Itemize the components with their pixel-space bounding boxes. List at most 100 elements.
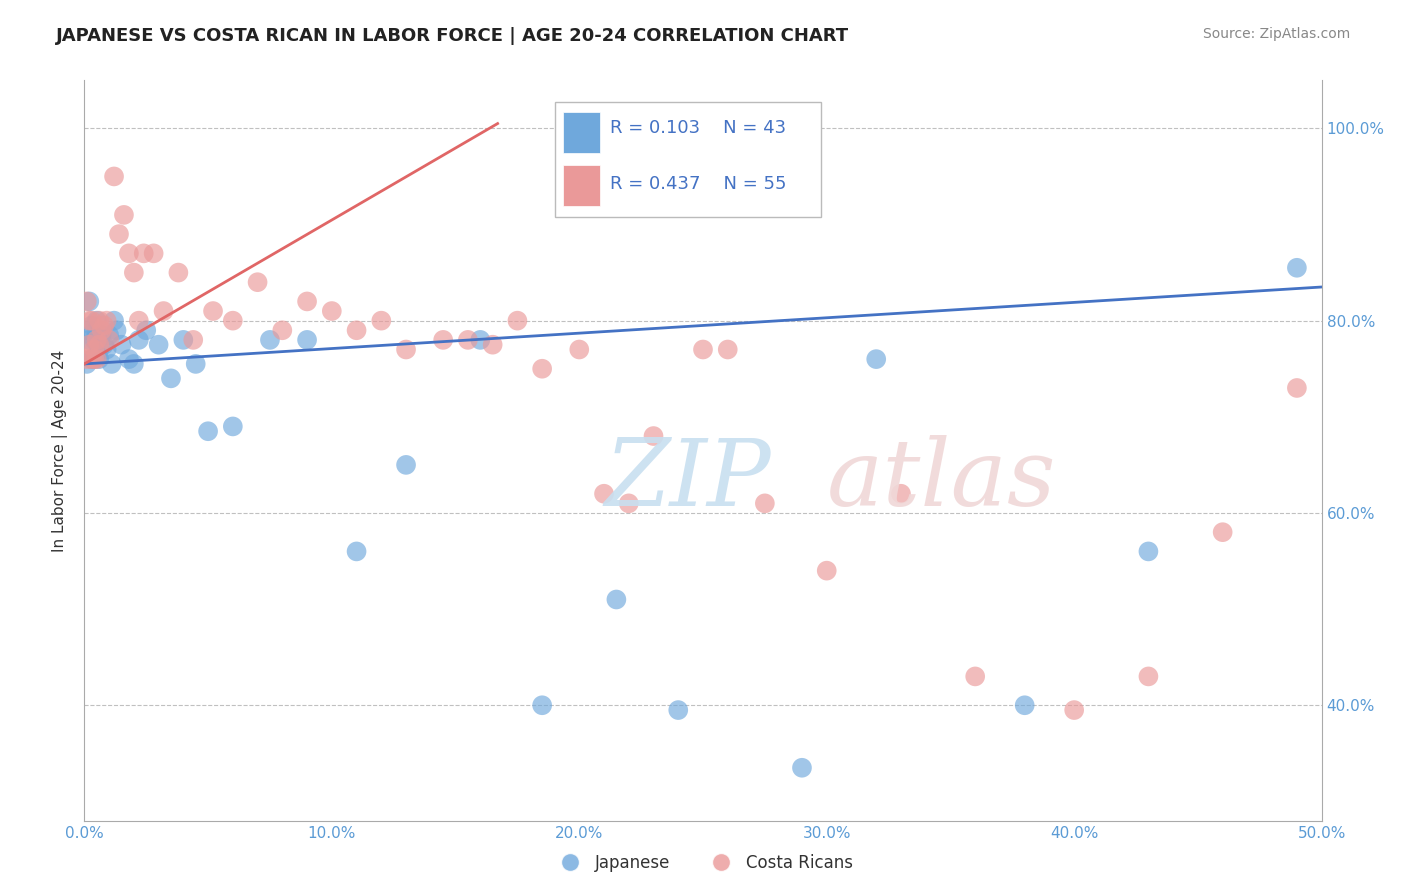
Point (181, 333, 204, 347)
Point (295, 294, 318, 309)
Point (568, 343, 591, 357)
Point (754, 496, 776, 510)
Point (79, 313, 101, 327)
Point (790, 761, 813, 775)
Point (80, 352, 103, 367)
Point (132, 246, 155, 260)
Point (93, 337, 115, 351)
Point (184, 357, 207, 371)
Point (89, 337, 111, 351)
Point (89, 352, 111, 367)
Point (1014, 698, 1036, 713)
Point (506, 313, 529, 327)
Point (1285, 260, 1308, 275)
Point (79, 337, 101, 351)
Point (135, 323, 157, 337)
Point (122, 357, 145, 371)
Point (605, 592, 627, 607)
Text: Source: ZipAtlas.com: Source: ZipAtlas.com (1202, 27, 1350, 41)
Point (83, 343, 105, 357)
Point (222, 419, 245, 434)
Y-axis label: In Labor Force | Age 20-24: In Labor Force | Age 20-24 (52, 350, 69, 551)
Text: R = 0.437    N = 55: R = 0.437 N = 55 (610, 175, 787, 193)
Point (1212, 525, 1234, 540)
Point (1137, 544, 1160, 558)
Point (110, 337, 132, 351)
Point (93, 318, 115, 333)
Point (246, 275, 269, 289)
Point (80, 318, 103, 333)
Point (103, 313, 125, 327)
Point (815, 564, 838, 578)
Point (531, 698, 554, 713)
Point (197, 424, 219, 438)
Point (89, 343, 111, 357)
Point (103, 169, 125, 184)
Point (79, 294, 101, 309)
Point (128, 333, 150, 347)
Point (108, 227, 131, 241)
Point (80, 352, 103, 367)
Point (83, 333, 105, 347)
Point (128, 313, 150, 327)
Point (666, 703, 689, 717)
Point (346, 544, 368, 558)
Point (96, 313, 118, 327)
FancyBboxPatch shape (564, 112, 600, 153)
Point (432, 333, 454, 347)
Point (118, 352, 141, 367)
Point (76, 323, 98, 337)
Point (96, 343, 118, 357)
Point (90, 328, 112, 343)
Point (98, 328, 121, 343)
Point (105, 323, 128, 337)
FancyBboxPatch shape (564, 165, 600, 206)
Point (86, 313, 108, 327)
Point (717, 343, 740, 357)
Point (890, 487, 912, 501)
Point (1285, 381, 1308, 395)
Point (80, 313, 103, 327)
Point (346, 323, 368, 337)
Point (76, 352, 98, 367)
Point (148, 337, 170, 351)
Point (593, 487, 616, 501)
Point (271, 323, 294, 337)
Point (86, 352, 108, 367)
Point (481, 337, 503, 351)
Point (76, 357, 98, 371)
Point (643, 429, 665, 443)
Point (1063, 703, 1085, 717)
Point (160, 371, 183, 385)
Point (222, 313, 245, 327)
Point (617, 496, 640, 510)
Text: atlas: atlas (827, 435, 1056, 525)
Point (692, 343, 714, 357)
Text: R = 0.103    N = 43: R = 0.103 N = 43 (610, 120, 786, 137)
Point (98, 333, 121, 347)
Point (470, 333, 492, 347)
Point (89, 313, 111, 327)
Point (865, 352, 887, 367)
Point (112, 208, 135, 222)
Point (172, 333, 194, 347)
Point (76, 294, 98, 309)
FancyBboxPatch shape (554, 103, 821, 218)
Point (152, 304, 174, 318)
Point (83, 352, 105, 367)
Text: JAPANESE VS COSTA RICAN IN LABOR FORCE | AGE 20-24 CORRELATION CHART: JAPANESE VS COSTA RICAN IN LABOR FORCE |… (56, 27, 849, 45)
Point (86, 323, 108, 337)
Point (395, 343, 418, 357)
Legend: Japanese, Costa Ricans: Japanese, Costa Ricans (547, 847, 859, 879)
Text: ZIP: ZIP (605, 435, 770, 525)
Point (370, 313, 392, 327)
Point (259, 333, 281, 347)
Point (100, 357, 122, 371)
Point (167, 266, 190, 280)
Point (79, 333, 101, 347)
Point (531, 361, 554, 376)
Point (965, 669, 987, 683)
Point (395, 458, 418, 472)
Point (86, 333, 108, 347)
Point (457, 333, 479, 347)
